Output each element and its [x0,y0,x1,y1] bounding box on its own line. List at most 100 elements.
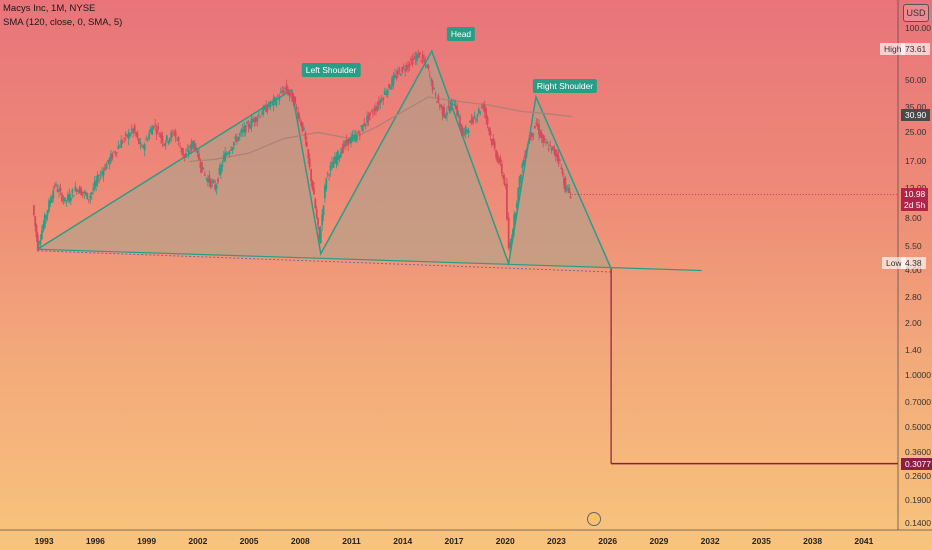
candle-body [99,174,102,176]
candle-body [257,114,260,116]
candle-body [486,117,489,125]
candle-body [492,138,495,145]
candle-body [344,141,347,147]
candle-body [361,125,364,132]
candle-body [83,191,86,194]
x-tick-label: 2017 [444,536,464,546]
candle-body [473,116,476,118]
candle-body [163,143,165,145]
candle-body [118,146,121,148]
candle-body [564,177,567,193]
candle-body [278,97,281,101]
candle-body [499,157,502,163]
candle-body [151,127,154,135]
event-bolt-icon[interactable]: ⚡ [587,512,601,526]
candle-body [140,146,143,147]
candle-body [295,107,298,109]
candle-body [53,185,56,187]
high-value: 73.61 [901,43,931,55]
candle-body [407,64,410,67]
candle-body [325,178,328,190]
candle-body [135,132,137,136]
candle-body [503,176,506,185]
left-shoulder-label[interactable]: Left Shoulder [301,63,361,77]
candle-body [101,171,103,174]
candle-body [328,174,330,176]
candle-body [532,133,535,136]
candle-body [342,144,345,148]
candle-body [56,189,59,192]
candle-body [382,97,385,100]
candle-body [413,57,415,59]
candle-body [396,71,399,75]
indicator-legend[interactable]: SMA (120, close, 0, SMA, 5) [3,17,123,28]
candle-body [301,122,304,132]
candle-body [308,158,311,168]
candle-body [438,104,441,107]
candle-body [238,133,241,136]
candle-body [193,143,196,151]
candle-body [466,129,469,132]
candle-body [427,64,430,69]
right-shoulder-label[interactable]: Right Shoulder [532,79,598,93]
symbol-title[interactable]: Macys Inc, 1M, NYSE [3,3,96,14]
candle-body [133,125,136,132]
candle-body [298,116,301,119]
candle-body [130,128,133,130]
low-value: 4.38 [901,257,926,269]
head-label[interactable]: Head [446,27,476,41]
candle-body [180,147,183,153]
candle-body [416,53,418,62]
y-tick-label: 0.1400 [905,518,931,528]
currency-button[interactable]: USD [903,4,929,22]
candle-body [113,151,115,153]
x-tick-label: 2011 [342,536,361,546]
candle-body [288,92,291,96]
x-tick-label: 2002 [188,536,208,546]
candle-body [276,95,279,97]
candle-body [353,135,355,137]
candle-body [431,80,434,91]
candle-body [489,131,492,136]
candle-body [192,140,194,146]
candle-body [426,65,428,68]
candle-body [329,165,332,171]
candle-body [249,125,251,129]
candle-body [454,105,457,110]
candle-body [52,190,55,199]
x-tick-label: 2023 [546,536,566,546]
candle-body [350,136,352,144]
x-tick-label: 2008 [290,536,310,546]
candle-body [479,111,482,113]
candle-body [59,188,62,192]
candle-body [78,186,81,194]
candle-body [370,110,373,112]
candle-body [477,108,480,114]
candle-body [272,98,275,106]
x-tick-label: 2035 [751,536,771,546]
candle-body [538,124,540,135]
candle-body [123,138,126,140]
candle-body [553,148,556,154]
y-tick-label: 1.0000 [905,369,931,380]
candle-body [241,129,244,133]
candle-body [98,179,100,181]
candle-body [475,118,477,121]
x-tick-label: 1996 [85,536,105,546]
candle-body [360,125,363,128]
candle-body [448,106,451,113]
candle-body [203,174,206,176]
candle-body [515,203,518,209]
candle-body [554,149,557,157]
candle-body [174,131,177,137]
candle-body [569,196,572,199]
candle-body [522,159,525,166]
candle-body [50,196,53,203]
candle-body [104,167,106,170]
candle-body [224,152,227,162]
candle-body [142,145,145,148]
candle-body [509,242,512,252]
candle-body [230,149,232,151]
